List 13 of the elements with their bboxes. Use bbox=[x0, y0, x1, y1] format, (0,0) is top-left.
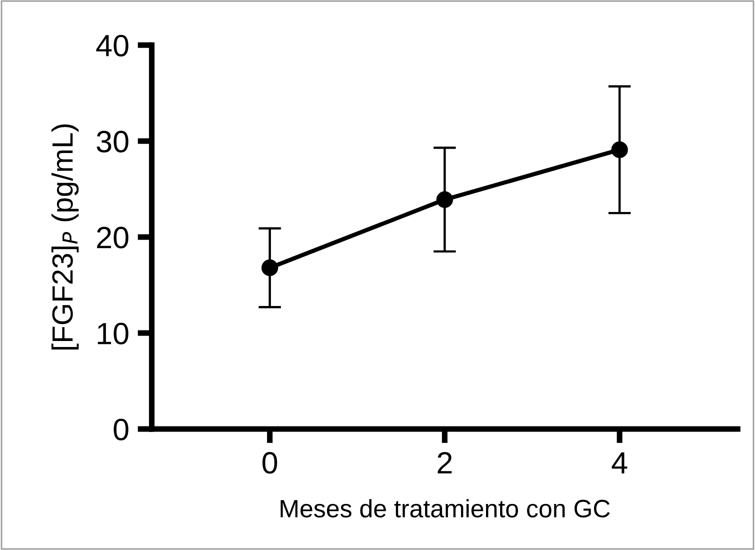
x-axis-title: Meses de tratamiento con GC bbox=[280, 499, 610, 518]
y-tick-label: 10 bbox=[98, 322, 128, 344]
point bbox=[436, 191, 454, 208]
point bbox=[611, 141, 628, 158]
y-tick-label: 30 bbox=[96, 130, 128, 152]
x-tick-label: 4 bbox=[612, 452, 628, 474]
y-tick-label: 20 bbox=[97, 226, 128, 248]
point bbox=[261, 259, 278, 276]
y-axis-title: [FGF23]$_{P}$ (pg/mL) bbox=[51, 124, 79, 350]
y-tick-label: 40 bbox=[96, 34, 128, 56]
y-tick-label: 0 bbox=[114, 418, 128, 440]
x-tick-label: 0 bbox=[262, 452, 278, 474]
x-tick-label: 2 bbox=[438, 452, 452, 474]
